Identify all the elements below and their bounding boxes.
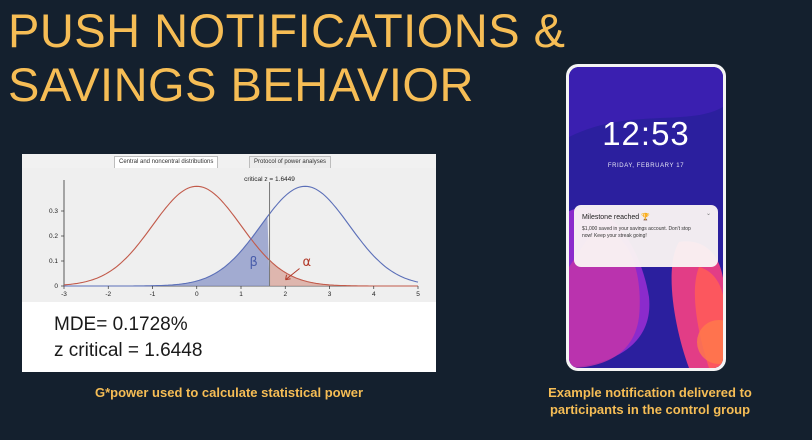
x-tick-label: 3 bbox=[328, 291, 332, 298]
gpower-tab-bar: Central and noncentral distributions Pro… bbox=[22, 154, 436, 169]
chevron-down-icon[interactable]: ⌄ bbox=[705, 210, 711, 217]
tab-distributions[interactable]: Central and noncentral distributions bbox=[114, 156, 219, 168]
alpha-label: α bbox=[303, 255, 312, 270]
x-tick-label: 1 bbox=[239, 291, 243, 298]
phone-lock-screen: 12:53 FRIDAY, FEBRUARY 17 ⌄ Milestone re… bbox=[569, 67, 723, 368]
beta-region bbox=[64, 216, 270, 286]
x-tick-label: 5 bbox=[416, 291, 420, 298]
tab-protocol[interactable]: Protocol of power analyses bbox=[249, 156, 332, 168]
gpower-caption: G*power used to calculate statistical po… bbox=[94, 385, 364, 400]
y-tick-label: 0 bbox=[54, 283, 58, 290]
y-tick-label: 0.1 bbox=[49, 258, 58, 265]
title-line-2: SAVINGS BEHAVIOR bbox=[8, 58, 474, 111]
x-tick-label: -2 bbox=[105, 291, 111, 298]
notification-body-line-2: now! Keep your streak going! bbox=[582, 233, 647, 239]
beta-label: β bbox=[250, 255, 258, 270]
x-tick-label: 2 bbox=[283, 291, 287, 298]
critical-z-label: critical z = 1.6449 bbox=[244, 176, 295, 183]
x-tick-label: 0 bbox=[195, 291, 199, 298]
gpower-panel: Central and noncentral distributions Pro… bbox=[22, 154, 436, 372]
lock-screen-date: FRIDAY, FEBRUARY 17 bbox=[607, 163, 685, 169]
phone-caption: Example notification delivered to partic… bbox=[500, 384, 800, 418]
page-title: PUSH NOTIFICATIONS & SAVINGS BEHAVIOR bbox=[8, 4, 566, 112]
distribution-plot: critical z = 1.6449 β α -3 -2 -1 0 1 2 3 4 5 0 0.1… bbox=[22, 168, 436, 302]
x-tick-label: 4 bbox=[372, 291, 376, 298]
distribution-chart: critical z = 1.6449 β α -3 -2 -1 0 1 2 3 4 5 0 0.1… bbox=[49, 176, 420, 298]
phone-mockup: 12:53 FRIDAY, FEBRUARY 17 ⌄ Milestone re… bbox=[566, 64, 726, 371]
push-notification[interactable]: ⌄ Milestone reached 🏆 $1,000 saved in yo… bbox=[574, 205, 718, 267]
notification-title: Milestone reached 🏆 bbox=[582, 214, 650, 221]
mde-text: MDE= 0.1728% bbox=[54, 314, 188, 335]
alpha-region bbox=[269, 260, 418, 286]
x-tick-label: -1 bbox=[150, 291, 156, 298]
central-distribution-line bbox=[63, 185, 418, 287]
phone-caption-line-2: participants in the control group bbox=[549, 402, 751, 417]
lock-screen-time: 12:53 bbox=[602, 115, 690, 152]
z-critical-text: z critical = 1.6448 bbox=[54, 340, 203, 361]
notification-body-line-1: $1,000 saved in your savings account. Do… bbox=[582, 226, 691, 232]
notification-body: $1,000 saved in your savings account. Do… bbox=[582, 226, 710, 240]
x-tick-label: -3 bbox=[61, 291, 67, 298]
alpha-arrow bbox=[285, 268, 300, 281]
phone-caption-line-1: Example notification delivered to bbox=[548, 385, 752, 400]
y-tick-label: 0.2 bbox=[49, 233, 58, 240]
noncentral-distribution-line bbox=[64, 185, 419, 287]
chart-ticks: -3 -2 -1 0 1 2 3 4 5 0 0.1 0.2 0.3 bbox=[49, 208, 420, 298]
y-tick-label: 0.3 bbox=[49, 208, 58, 215]
title-line-1: PUSH NOTIFICATIONS & bbox=[8, 4, 566, 57]
